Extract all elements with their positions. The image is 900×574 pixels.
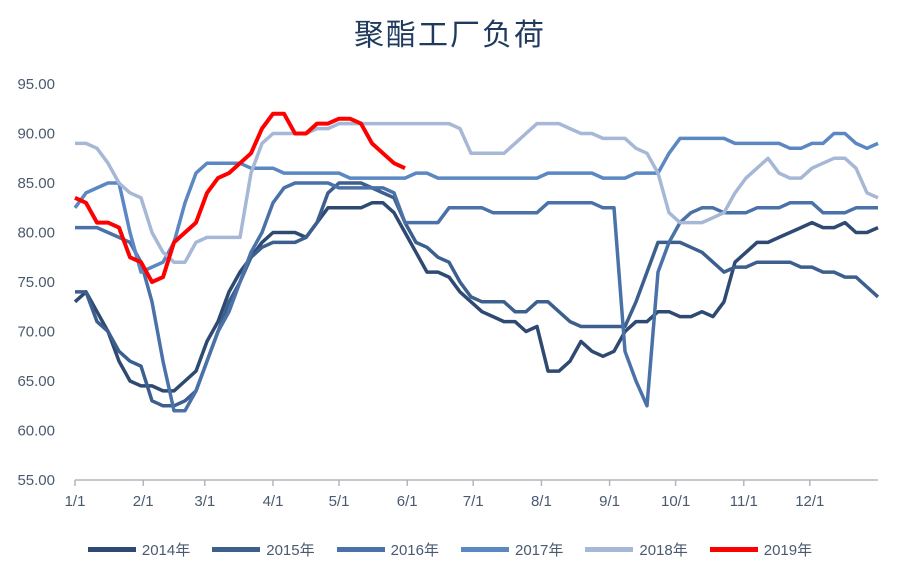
legend-item: 2016年 — [336, 536, 439, 562]
x-tick-label: 6/1 — [397, 493, 418, 510]
x-tick-label: 12/1 — [795, 493, 824, 510]
chart-title: 聚酯工厂负荷 — [354, 18, 546, 53]
x-tick-label: 10/1 — [661, 493, 690, 510]
series-line-2018年 — [75, 121, 879, 264]
legend-label: 2016年 — [390, 541, 439, 559]
x-tick-label: 2/1 — [133, 493, 154, 510]
x-tick-label: 3/1 — [194, 493, 215, 510]
x-tick-label: 5/1 — [329, 493, 350, 510]
legend-item: 2018年 — [585, 536, 688, 562]
legend-swatch — [709, 546, 758, 552]
y-tick-label: 75.00 — [17, 274, 55, 291]
legend-swatch — [336, 546, 385, 552]
legend-label: 2015年 — [266, 541, 315, 559]
y-tick-label: 60.00 — [17, 423, 55, 440]
y-tick-label: 85.00 — [17, 175, 55, 192]
y-tick-label: 80.00 — [17, 225, 55, 242]
legend: 2014年 2015年 2016年 2017年 2018年 2019年 — [0, 536, 900, 562]
legend-label: 2018年 — [639, 541, 688, 559]
legend-swatch — [585, 546, 634, 552]
x-tick-label: 8/1 — [531, 493, 552, 510]
series-line-2019年 — [74, 111, 406, 284]
series-line-2014年 — [73, 201, 879, 393]
series-lines — [73, 111, 880, 413]
legend-item: 2014年 — [87, 536, 191, 562]
legend-label: 2014年 — [141, 541, 191, 559]
y-tick-label: 55.00 — [17, 472, 55, 489]
y-axis-labels: 55.00 60.00 65.00 70.00 75.00 80.00 85.00 90.00… — [17, 76, 55, 489]
x-axis-labels: 1/1 2/1 3/1 4/1 5/1 6/1 7/1 8/1 9/1 10/1 11/1 12/1 — [65, 493, 825, 510]
y-tick-label: 70.00 — [17, 324, 55, 341]
x-tick-label: 11/1 — [730, 493, 758, 510]
legend-swatch — [461, 546, 509, 552]
y-tick-label: 90.00 — [17, 126, 55, 143]
series-line-2016年 — [75, 181, 878, 413]
y-tick-label: 95.00 — [17, 76, 55, 93]
x-tick-label: 7/1 — [463, 493, 484, 510]
x-tick-label: 1/1 — [65, 493, 86, 510]
legend-label: 2019年 — [763, 541, 813, 559]
legend-item: 2015年 — [212, 536, 315, 562]
x-tick-label: 4/1 — [263, 493, 284, 510]
y-tick-label: 65.00 — [17, 373, 55, 390]
legend-swatch — [87, 546, 136, 552]
legend-label: 2017年 — [515, 541, 564, 559]
x-tick-label: 9/1 — [599, 493, 620, 510]
legend-item: 2017年 — [461, 536, 563, 562]
legend-swatch — [212, 546, 261, 552]
legend-item: 2019年 — [709, 536, 813, 562]
series-line-2017年 — [73, 131, 879, 274]
x-axis-ticks — [74, 480, 811, 486]
